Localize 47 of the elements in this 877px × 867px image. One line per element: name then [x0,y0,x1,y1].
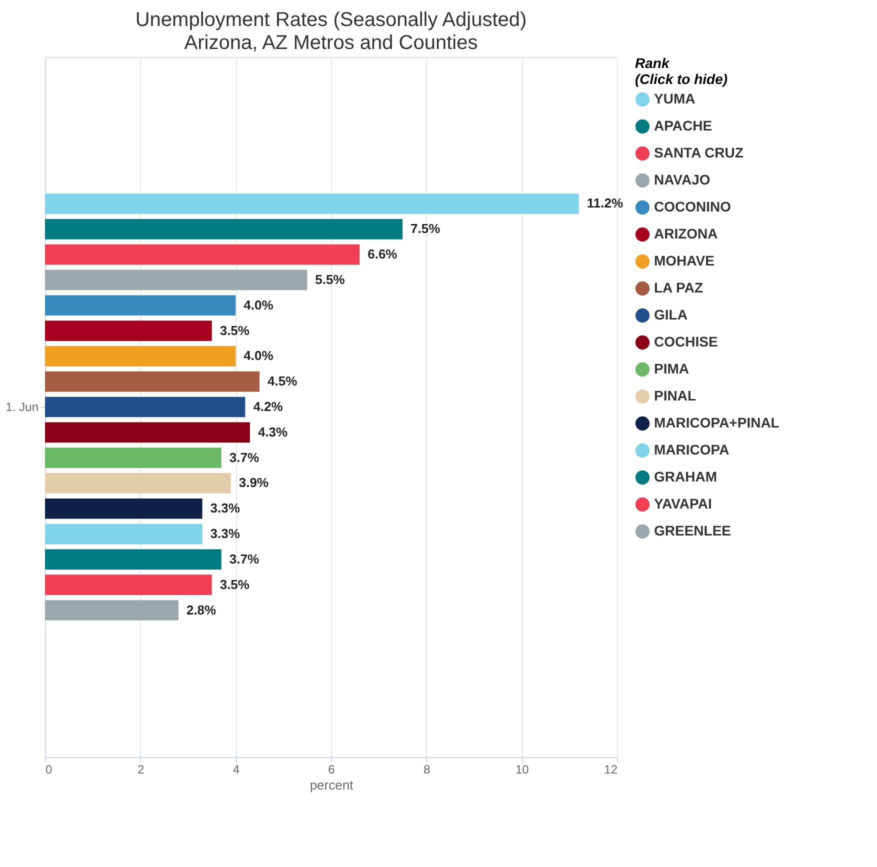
legend-label: PIMA [654,360,689,376]
x-tick-label: 6 [328,762,336,776]
text: (Click to hide) [635,71,728,87]
data-label: 3.5% [220,576,250,592]
data-label: 6.6% [368,246,398,262]
data-label: 11.2% [586,196,624,211]
x-tick-label: 4 [232,762,240,776]
legend-label: MARICOPA [654,442,730,458]
data-label: 3.3% [210,500,240,516]
x-tick-label: 12 [604,762,618,776]
legend-label: LA PAZ [654,280,704,296]
data-label: 4.5% [268,374,298,389]
legend-label: MARICOPA+PINAL [654,414,780,430]
x-tick-label: 2 [137,762,144,776]
data-label: 4.3% [258,424,288,440]
data-label: 4.0% [244,297,274,312]
legend-label: NAVAJO [654,172,710,188]
x-tick-label: 0 [46,762,52,776]
legend-label: GILA [654,306,688,322]
data-label: 5.5% [315,272,346,287]
x-tick-label: 8 [423,762,430,776]
legend-label: COCHISE [654,334,718,350]
legend-label: PINAL [654,388,696,404]
x-tick-label: 10 [515,762,530,776]
data-label: 3.7% [229,551,260,566]
legend-label: GRAHAM [654,468,717,484]
chart-title: Unemployment Rates (Seasonally Adjusted) [135,9,527,31]
data-label: 4.0% [244,348,274,364]
legend-label: YAVAPAI [654,496,712,512]
data-label: 3.3% [210,526,240,542]
chart-subtitle: Arizona, AZ Metros and Counties [184,32,478,54]
legend-label: COCONINO [654,198,732,214]
legend-label: SANTA CRUZ [654,144,744,160]
legend-label: GREENLEE [654,522,732,538]
x-axis-title: percent [310,778,354,792]
legend-label: MOHAVE [654,252,714,268]
legend-label: YUMA [654,90,696,106]
y-tick-label: 1. Jun [6,400,38,414]
data-label: 3.5% [220,322,250,338]
legend-label: ARIZONA [654,226,718,242]
data-label: 3.7% [229,450,260,465]
data-label: 3.9% [238,475,269,490]
data-label: 2.8% [186,602,217,618]
data-label: 7.5% [410,221,441,236]
legend-label: APACHE [654,118,712,134]
legend-title: Rank [635,55,670,71]
data-label: 4.2% [253,399,284,414]
